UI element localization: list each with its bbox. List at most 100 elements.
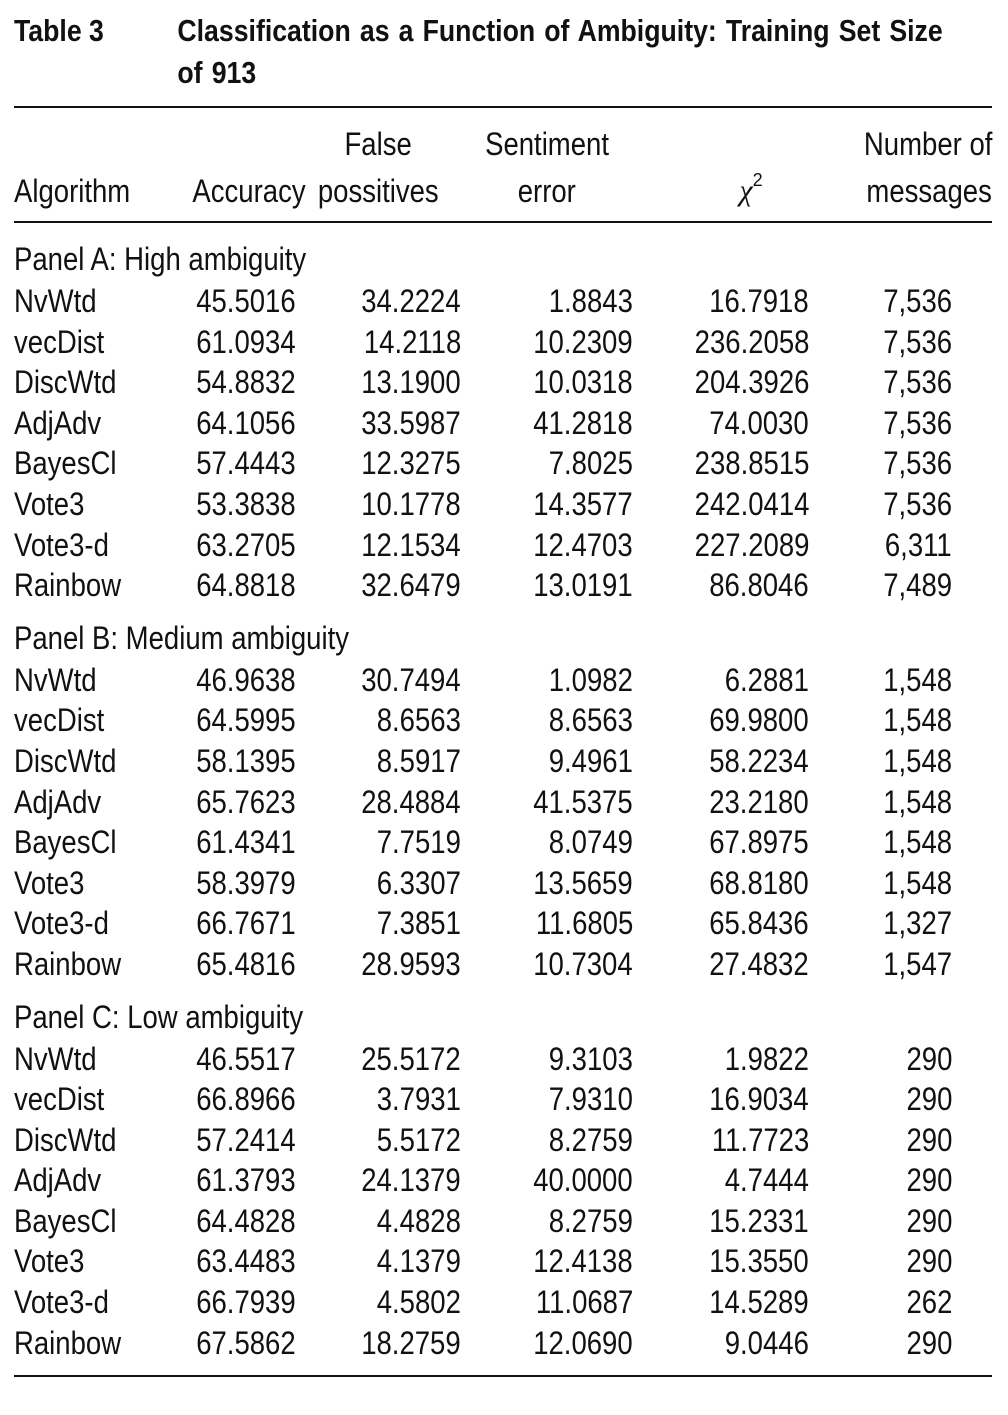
table-row: BayesCl 64.4828 4.4828 8.2759 15.2331 290	[14, 1201, 992, 1242]
chi-squared-cell: 23.2180	[709, 783, 809, 820]
messages-cell: 7,536	[883, 283, 952, 319]
accuracy-cell: 63.4483	[196, 1243, 296, 1280]
table-row: DiscWtd 57.2414 5.5172 8.2759 11.7723 290	[14, 1120, 992, 1161]
algorithm-cell: NvWtd	[14, 283, 97, 319]
accuracy-cell: 61.4341	[196, 824, 296, 861]
accuracy-cell: 45.5016	[196, 283, 296, 319]
accuracy-cell: 46.5517	[196, 1040, 296, 1077]
sentiment-error-cell: 13.5659	[533, 864, 633, 901]
messages-cell: 1,548	[883, 742, 952, 779]
false-positives-cell: 34.2224	[361, 283, 461, 319]
sentiment-error-cell: 10.2309	[533, 323, 633, 360]
table-row: Vote3 58.3979 6.3307 13.5659 68.8180 1,548	[14, 863, 992, 904]
panel-title: Panel A: High ambiguity	[14, 241, 307, 277]
sentiment-error-cell: 10.7304	[533, 945, 633, 982]
false-positives-cell: 10.1778	[361, 485, 461, 522]
table-row: DiscWtd 58.1395 8.5917 9.4961 58.2234 1,548	[14, 741, 992, 782]
table-row: AdjAdv 65.7623 28.4884 41.5375 23.2180 1,548	[14, 782, 992, 823]
sentiment-error-cell: 1.0982	[548, 661, 633, 698]
algorithm-cell: Rainbow	[14, 567, 122, 604]
algorithm-cell: DiscWtd	[14, 364, 117, 401]
chi-squared-cell: 65.8436	[709, 905, 809, 942]
accuracy-cell: 65.7623	[196, 783, 296, 820]
table-row: Vote3-d 66.7671 7.3851 11.6805 65.8436 1,327	[14, 903, 992, 944]
false-positives-cell: 24.1379	[361, 1162, 461, 1199]
accuracy-cell: 64.5995	[196, 702, 296, 739]
messages-cell: 290	[906, 1081, 952, 1118]
algorithm-cell: Rainbow	[14, 945, 122, 982]
table-label: Table 3	[14, 13, 104, 48]
chi-squared-cell: 69.9800	[709, 702, 809, 739]
algorithm-cell: DiscWtd	[14, 1121, 117, 1158]
header-chi-squared: χ2	[633, 162, 809, 213]
table-body: Panel A: High ambiguity NvWtd 45.5016 34.22…	[14, 223, 992, 1363]
accuracy-cell: 64.4828	[196, 1202, 296, 1239]
false-positives-cell: 30.7494	[361, 661, 461, 698]
chi-squared-cell: 15.3550	[709, 1243, 809, 1280]
accuracy-cell: 64.1056	[196, 404, 296, 441]
top-rule	[14, 106, 992, 108]
panel-header-row: Panel B: Medium ambiguity	[14, 606, 992, 660]
accuracy-cell: 57.4443	[196, 445, 296, 482]
algorithm-cell: Vote3-d	[14, 905, 109, 942]
algorithm-cell: Vote3	[14, 485, 85, 522]
sentiment-error-cell: 7.8025	[548, 445, 633, 482]
sentiment-error-cell: 12.4138	[533, 1243, 633, 1280]
chi-squared-cell: 16.9034	[709, 1081, 809, 1118]
algorithm-cell: BayesCl	[14, 824, 117, 861]
messages-cell: 290	[906, 1162, 952, 1199]
false-positives-cell: 12.1534	[361, 526, 461, 563]
accuracy-cell: 65.4816	[196, 945, 296, 982]
accuracy-cell: 66.7671	[196, 905, 296, 942]
messages-cell: 290	[906, 1202, 952, 1239]
chi-squared-cell: 74.0030	[709, 404, 809, 441]
chi-squared-cell: 58.2234	[709, 742, 809, 779]
false-positives-cell: 3.7931	[376, 1081, 461, 1118]
messages-cell: 7,536	[883, 364, 952, 401]
chi-squared-cell: 27.4832	[709, 945, 809, 982]
panel-title: Panel B: Medium ambiguity	[14, 619, 349, 656]
messages-cell: 7,489	[883, 567, 952, 604]
false-positives-cell: 14.2118	[363, 323, 461, 360]
false-positives-cell: 7.3851	[376, 905, 461, 942]
false-positives-cell: 28.4884	[361, 783, 461, 820]
accuracy-cell: 46.9638	[196, 661, 296, 698]
header-messages-line-1: Number of	[863, 126, 992, 162]
table-row: BayesCl 57.4443 12.3275 7.8025 238.8515 7,536	[14, 443, 992, 484]
false-positives-cell: 4.4828	[376, 1202, 461, 1239]
chi-symbol: χ	[739, 174, 753, 207]
sentiment-error-cell: 9.3103	[548, 1040, 633, 1077]
false-positives-cell: 5.5172	[376, 1121, 461, 1158]
header-false-positives-line-1: False	[344, 126, 413, 162]
table-row: DiscWtd 54.8832 13.1900 10.0318 204.3926 7,53…	[14, 362, 992, 403]
algorithm-cell: Vote3-d	[14, 1284, 109, 1321]
chi-squared-cell: 6.2881	[724, 661, 809, 698]
accuracy-cell: 58.3979	[196, 864, 296, 901]
sentiment-error-cell: 8.2759	[548, 1202, 633, 1239]
panel-header-row: Panel A: High ambiguity	[14, 223, 992, 281]
chi-squared-cell: 9.0446	[724, 1324, 809, 1361]
chi-squared-cell: 238.8515	[694, 445, 809, 482]
table-row: Vote3 53.3838 10.1778 14.3577 242.0414 7,536	[14, 484, 992, 525]
table-row: AdjAdv 61.3793 24.1379 40.0000 4.7444 290	[14, 1160, 992, 1201]
table-header: False Sentiment Number of Algorithm Accu…	[14, 108, 992, 223]
false-positives-cell: 25.5172	[361, 1040, 461, 1077]
sentiment-error-cell: 12.0690	[533, 1324, 633, 1361]
table-row: vecDist 66.8966 3.7931 7.9310 16.9034 290	[14, 1079, 992, 1120]
chi-squared-cell: 11.7723	[711, 1121, 809, 1158]
messages-cell: 1,327	[883, 905, 952, 942]
messages-cell: 1,548	[883, 824, 952, 861]
accuracy-cell: 67.5862	[196, 1324, 296, 1361]
chi-squared-cell: 242.0414	[694, 485, 809, 522]
table-row: vecDist 61.0934 14.2118 10.2309 236.2058 7,53…	[14, 322, 992, 363]
panel-header-row: Panel C: Low ambiguity	[14, 985, 992, 1039]
header-messages-line-2: messages	[866, 173, 992, 209]
panel-title: Panel C: Low ambiguity	[14, 998, 304, 1035]
chi-squared-cell: 4.7444	[724, 1162, 809, 1199]
chi-superscript: 2	[752, 170, 763, 190]
messages-cell: 7,536	[883, 323, 952, 360]
messages-cell: 290	[906, 1324, 952, 1361]
messages-cell: 6,311	[885, 526, 952, 563]
table-title-line-2: of 913	[177, 55, 257, 90]
chi-squared-cell: 227.2089	[694, 526, 809, 563]
